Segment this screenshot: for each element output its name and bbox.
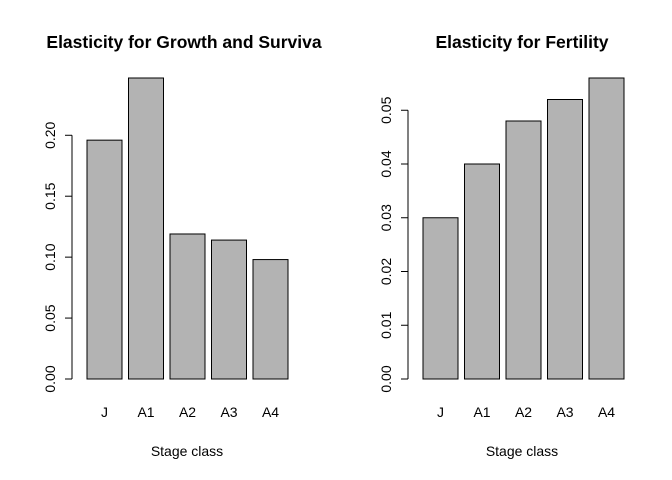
y-tick-label: 0.05 — [42, 304, 58, 331]
y-tick-label: 0.04 — [378, 150, 394, 177]
x-tick-label: A4 — [598, 404, 615, 420]
x-tick-label: A3 — [556, 404, 573, 420]
x-axis-label: Stage class — [151, 443, 223, 459]
panel-growth-survival: Elasticity for Growth and Surviva Stage … — [42, 32, 322, 459]
x-tick-label: A2 — [179, 404, 196, 420]
x-tick-labels: J A1 A2 A3 A4 — [101, 404, 279, 420]
x-tick-label: A1 — [137, 404, 154, 420]
bar-a2 — [169, 233, 206, 380]
y-tick-label: 0.20 — [42, 121, 58, 148]
bars — [86, 77, 289, 380]
y-tick-label: 0.10 — [42, 243, 58, 270]
bar-j — [86, 139, 123, 380]
x-tick-label: A2 — [515, 404, 532, 420]
x-tick-label: A1 — [473, 404, 490, 420]
bar-a3 — [547, 99, 583, 380]
y-tick-label: 0.15 — [42, 182, 58, 209]
chart-title: Elasticity for Fertility — [435, 32, 608, 52]
x-tick-label: J — [101, 404, 108, 420]
bar-a4 — [252, 259, 289, 380]
bar-a2 — [505, 120, 542, 380]
y-axis: 0.00 0.01 0.02 0.03 0.04 0.05 — [378, 96, 409, 393]
x-tick-labels: J A1 A2 A3 A4 — [437, 404, 615, 420]
panel-fertility: Elasticity for Fertility Stage class 0.0… — [378, 32, 625, 459]
bar-a1 — [464, 163, 500, 380]
x-tick-label: A4 — [262, 404, 279, 420]
x-tick-label: A3 — [220, 404, 237, 420]
y-axis: 0.00 0.05 0.10 0.15 0.20 — [42, 121, 73, 393]
y-tick-label: 0.03 — [378, 204, 394, 231]
y-tick-label: 0.01 — [378, 311, 394, 338]
bars — [422, 77, 625, 380]
y-tick-label: 0.02 — [378, 258, 394, 285]
y-tick-label: 0.00 — [378, 365, 394, 392]
chart-title: Elasticity for Growth and Surviva — [46, 32, 321, 52]
x-axis-label: Stage class — [486, 443, 558, 459]
bar-a1 — [128, 77, 164, 380]
x-tick-label: J — [437, 404, 444, 420]
y-tick-label: 0.05 — [378, 96, 394, 123]
bar-a3 — [211, 239, 247, 380]
bar-a4 — [588, 77, 625, 380]
bar-j — [422, 217, 459, 380]
y-tick-label: 0.00 — [42, 365, 58, 392]
